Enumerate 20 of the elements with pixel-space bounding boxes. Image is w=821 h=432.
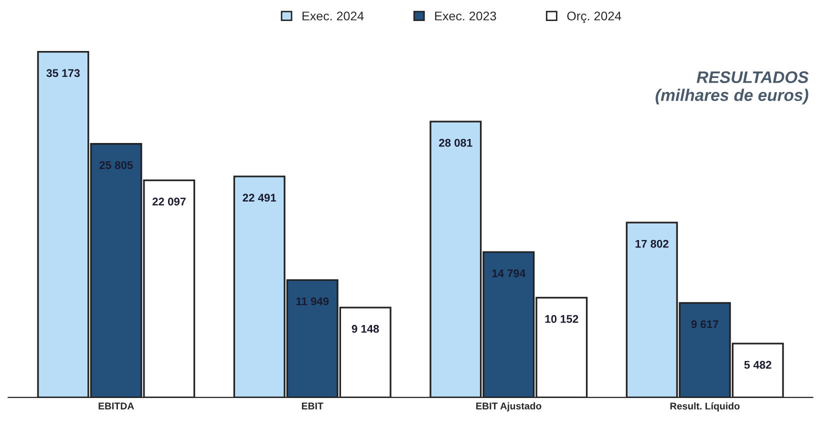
x-tick-label: Result. Líquido [670,402,740,412]
data-label: 25 805 [100,161,133,170]
text: RESULTADOS (milhares de euros) [656,71,809,104]
data-label: 35 173 [46,69,80,78]
legend-label: Exec. 2024 [302,12,364,20]
x-tick-label: EBITDA [98,402,134,410]
legend-label: Exec. 2023 [435,12,496,20]
x-tick-label: EBIT Ajustado [476,402,542,412]
data-label: 9 617 [691,320,718,328]
data-label: 10 152 [545,315,578,323]
data-label: 28 081 [439,138,472,147]
data-label: 22 097 [152,198,186,206]
legend-label: Orç. 2024 [567,12,622,23]
data-label: 17 802 [636,240,668,248]
data-label: 5 482 [744,360,772,369]
data-label: 22 491 [242,194,276,202]
data-label: 14 794 [492,269,526,278]
data-label: 11 949 [296,297,329,306]
data-label: 9 148 [352,324,379,333]
x-tick-label: EBIT [302,402,324,410]
